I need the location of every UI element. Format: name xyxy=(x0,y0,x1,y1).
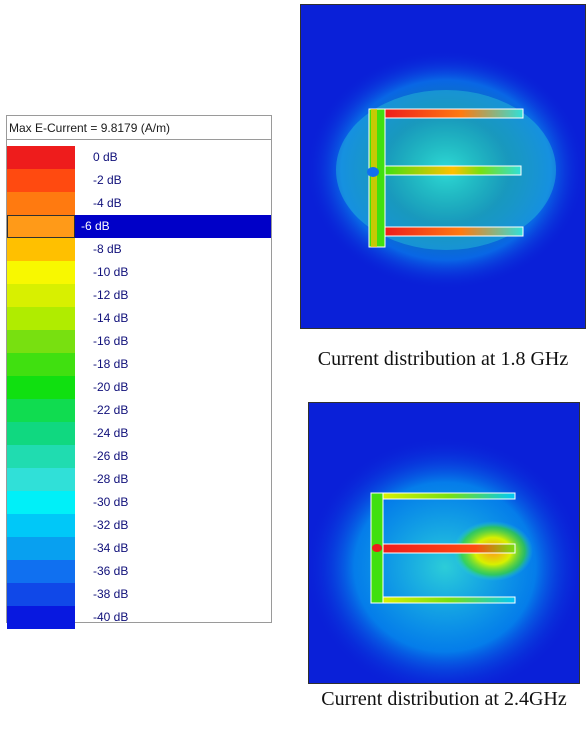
legend-row[interactable]: -38 dB xyxy=(7,583,271,606)
legend-row[interactable]: -34 dB xyxy=(7,537,271,560)
legend-color-swatch xyxy=(7,514,75,537)
legend-row[interactable]: -22 dB xyxy=(7,399,271,422)
legend-color-swatch xyxy=(7,422,75,445)
legend-row[interactable]: -16 dB xyxy=(7,330,271,353)
legend-row-label: -26 dB xyxy=(93,449,129,463)
legend-row[interactable]: -14 dB xyxy=(7,307,271,330)
legend-row-label: -18 dB xyxy=(93,357,129,371)
legend-color-swatch xyxy=(7,537,75,560)
legend-color-swatch xyxy=(7,560,75,583)
legend-row-label: -12 dB xyxy=(93,288,129,302)
legend-row-label: -32 dB xyxy=(93,518,129,532)
legend-color-swatch xyxy=(7,261,75,284)
current-plot-1-8ghz xyxy=(300,4,586,329)
legend-row-label: -6 dB xyxy=(81,219,110,233)
legend-row[interactable]: -12 dB xyxy=(7,284,271,307)
legend-row-label: -10 dB xyxy=(93,265,129,279)
legend-row-label: 0 dB xyxy=(93,150,118,164)
legend-row-label: -22 dB xyxy=(93,403,129,417)
legend-color-swatch xyxy=(7,169,75,192)
legend-title: Max E-Current = 9.8179 (A/m) xyxy=(7,116,271,140)
color-scale-legend: Max E-Current = 9.8179 (A/m) 0 dB -2 dB -4… xyxy=(6,115,272,629)
legend-row-label: -36 dB xyxy=(93,564,129,578)
legend-row[interactable]: -20 dB xyxy=(7,376,271,399)
legend-row-label: -34 dB xyxy=(93,541,129,555)
legend-color-swatch xyxy=(7,445,75,468)
legend-row[interactable]: -18 dB xyxy=(7,353,271,376)
legend-row[interactable]: -24 dB xyxy=(7,422,271,445)
legend-row[interactable]: -6 dB xyxy=(7,215,271,238)
legend-row[interactable]: -10 dB xyxy=(7,261,271,284)
legend-row-label: -38 dB xyxy=(93,587,129,601)
legend-row[interactable]: -4 dB xyxy=(7,192,271,215)
legend-color-swatch xyxy=(7,583,75,606)
legend-row[interactable]: -32 dB xyxy=(7,514,271,537)
legend-row-label: -24 dB xyxy=(93,426,129,440)
legend-color-swatch xyxy=(7,238,75,261)
legend-row-label: -28 dB xyxy=(93,472,129,486)
legend-color-swatch xyxy=(7,606,75,629)
legend-color-swatch xyxy=(7,353,75,376)
legend-rows: 0 dB -2 dB -4 dB -6 dB -8 dB -10 dB -12 dB -14 … xyxy=(7,146,271,629)
legend-color-swatch xyxy=(7,307,75,330)
legend-row[interactable]: -8 dB xyxy=(7,238,271,261)
legend-color-swatch xyxy=(7,146,75,169)
legend-color-swatch xyxy=(7,192,75,215)
legend-color-swatch xyxy=(7,284,75,307)
legend-color-swatch xyxy=(7,491,75,514)
legend-color-swatch xyxy=(7,215,75,238)
legend-row[interactable]: 0 dB xyxy=(7,146,271,169)
legend-row[interactable]: -28 dB xyxy=(7,468,271,491)
legend-row-label: -2 dB xyxy=(93,173,122,187)
legend-row-label: -20 dB xyxy=(93,380,129,394)
caption-1-8ghz: Current distribution at 1.8 GHz xyxy=(317,348,569,370)
legend-row[interactable]: -36 dB xyxy=(7,560,271,583)
legend-row-label: -8 dB xyxy=(93,242,122,256)
current-plot-2-4ghz xyxy=(308,402,580,684)
legend-row-label: -40 dB xyxy=(93,610,129,624)
caption-2-4ghz: Current distribution at 2.4GHz xyxy=(321,688,567,710)
legend-color-swatch xyxy=(7,330,75,353)
legend-row-label: -16 dB xyxy=(93,334,129,348)
legend-row[interactable]: -30 dB xyxy=(7,491,271,514)
legend-row[interactable]: -26 dB xyxy=(7,445,271,468)
legend-row[interactable]: -2 dB xyxy=(7,169,271,192)
legend-row-label: -4 dB xyxy=(93,196,122,210)
legend-row-label: -30 dB xyxy=(93,495,129,509)
legend-row-label: -14 dB xyxy=(93,311,129,325)
legend-row[interactable]: -40 dB xyxy=(7,606,271,629)
legend-color-swatch xyxy=(7,399,75,422)
selection-highlight xyxy=(75,215,271,238)
legend-color-swatch xyxy=(7,376,75,399)
legend-color-swatch xyxy=(7,468,75,491)
